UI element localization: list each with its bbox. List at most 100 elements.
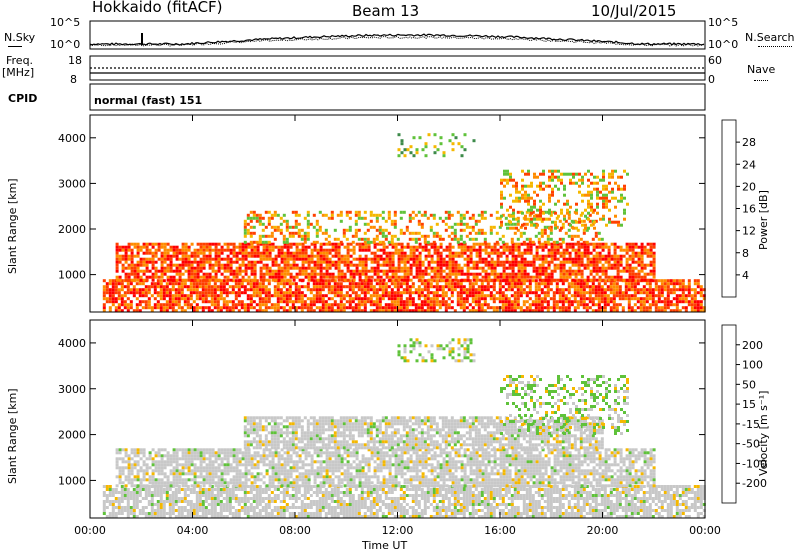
heatmap-cell: [487, 266, 491, 270]
heatmap-cell: [255, 491, 259, 494]
heatmap-cell: [171, 303, 175, 307]
heatmap-cell: [355, 272, 359, 276]
heatmap-cell: [333, 282, 337, 286]
heatmap-cell: [539, 217, 542, 221]
heatmap-cell: [560, 172, 563, 176]
heatmap-cell: [555, 291, 559, 295]
heatmap-cell: [478, 248, 482, 252]
heatmap-cell: [279, 509, 283, 512]
heatmap-cell: [533, 175, 536, 179]
heatmap-cell: [516, 222, 520, 226]
heatmap-cell: [150, 512, 154, 515]
heatmap-cell: [225, 506, 229, 509]
heatmap-cell: [598, 245, 602, 249]
heatmap-cell: [477, 291, 481, 295]
heatmap-cell: [532, 266, 536, 270]
heatmap-cell: [409, 269, 413, 273]
heatmap-cell: [318, 210, 322, 214]
heatmap-cell: [136, 248, 140, 252]
heatmap-cell: [693, 309, 697, 313]
heatmap-cell: [378, 303, 382, 307]
heatmap-cell: [270, 515, 274, 518]
heatmap-cell: [468, 225, 472, 229]
heatmap-cell: [648, 303, 652, 307]
heatmap-cell: [517, 269, 521, 273]
heatmap-cell: [390, 300, 394, 304]
heatmap-cell: [609, 291, 613, 295]
heatmap-cell: [322, 254, 326, 258]
heatmap-cell: [561, 240, 565, 244]
heatmap-cell: [507, 297, 511, 301]
heatmap-cell: [262, 272, 266, 276]
heatmap-cell: [541, 263, 545, 267]
heatmap-cell: [643, 251, 647, 255]
heatmap-cell: [279, 297, 283, 301]
heatmap-cell: [276, 497, 280, 500]
heatmap-cell: [258, 491, 262, 494]
heatmap-cell: [547, 254, 551, 258]
heatmap-cell: [490, 278, 494, 282]
heatmap-cell: [462, 297, 466, 301]
heatmap-cell: [282, 237, 286, 241]
heatmap-cell: [696, 300, 700, 304]
heatmap-cell: [262, 257, 266, 261]
heatmap-cell: [547, 260, 551, 264]
heatmap-cell: [163, 257, 167, 261]
heatmap-cell: [511, 278, 515, 282]
heatmap-cell: [420, 279, 424, 283]
heatmap-cell: [564, 294, 568, 298]
heatmap-cell: [657, 288, 661, 292]
heatmap-cell: [195, 291, 199, 295]
heatmap-cell: [549, 288, 553, 292]
heatmap-cell: [207, 309, 211, 313]
heatmap-cell: [519, 225, 523, 229]
heatmap-cell: [183, 294, 187, 298]
heatmap-cell: [147, 491, 151, 494]
heatmap-cell: [511, 272, 515, 276]
heatmap-cell: [567, 282, 571, 286]
heatmap-cell: [564, 288, 568, 292]
heatmap-cell: [460, 145, 464, 149]
heatmap-cell: [226, 266, 230, 270]
heatmap-cell: [244, 254, 248, 258]
heatmap-cell: [231, 279, 235, 283]
heatmap-cell: [504, 306, 508, 310]
heatmap-cell: [450, 291, 454, 295]
heatmap-cell: [166, 248, 170, 252]
heatmap-cell: [291, 282, 295, 286]
heatmap-cell: [516, 237, 520, 241]
heatmap-cell: [484, 260, 488, 264]
heatmap-cell: [165, 500, 169, 503]
heatmap-cell: [144, 491, 148, 494]
heatmap-cell: [598, 260, 602, 264]
heatmap-cell: [459, 288, 463, 292]
heatmap-cell: [571, 248, 575, 252]
heatmap-cell: [561, 225, 565, 229]
heatmap-cell: [610, 275, 614, 279]
heatmap-cell: [364, 278, 368, 282]
heatmap-cell: [645, 300, 649, 304]
heatmap-cell: [363, 303, 367, 307]
heatmap-cell: [127, 278, 131, 282]
heatmap-cell: [126, 309, 130, 313]
heatmap-cell: [286, 272, 290, 276]
heatmap-cell: [511, 245, 515, 249]
heatmap-cell: [214, 260, 218, 264]
heatmap-cell: [237, 285, 241, 289]
heatmap-cell: [111, 515, 115, 518]
heatmap-cell: [213, 497, 217, 500]
heatmap-cell: [204, 500, 208, 503]
heatmap-cell: [310, 242, 314, 246]
heatmap-cell: [249, 234, 253, 238]
heatmap-cell: [379, 254, 383, 258]
heatmap-cell: [199, 266, 203, 270]
heatmap-cell: [300, 309, 304, 313]
heatmap-cell: [487, 263, 491, 267]
heatmap-cell: [144, 294, 148, 298]
heatmap-cell: [307, 263, 311, 267]
heatmap-cell: [505, 278, 509, 282]
heatmap-cell: [144, 488, 148, 491]
heatmap-cell: [151, 254, 155, 258]
heatmap-cell: [391, 272, 395, 276]
heatmap-cell: [654, 300, 658, 304]
